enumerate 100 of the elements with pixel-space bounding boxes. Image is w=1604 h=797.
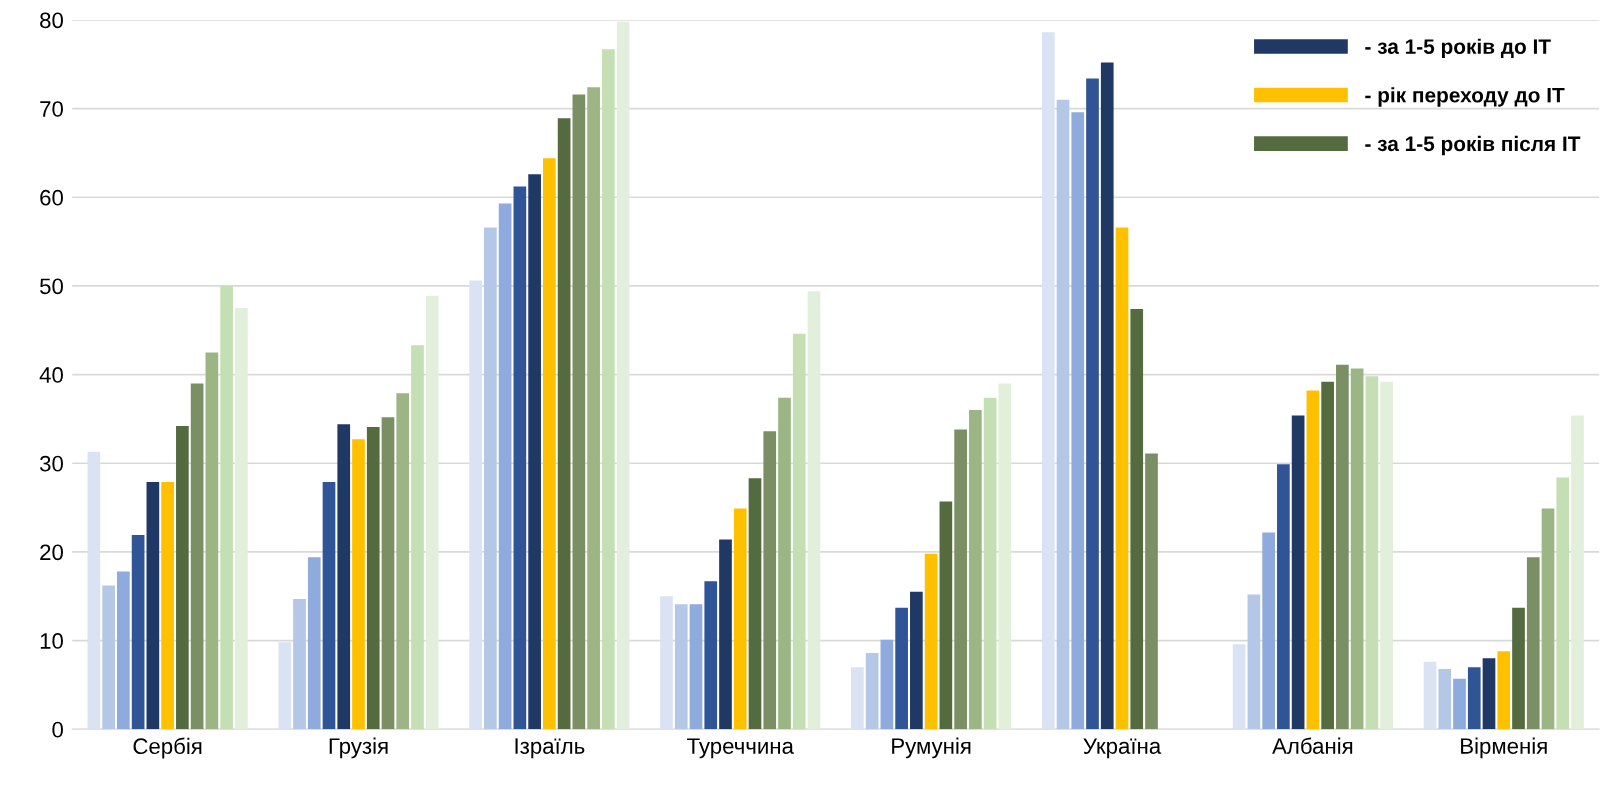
bar — [969, 410, 982, 730]
bar — [704, 581, 718, 730]
bar — [1350, 368, 1364, 730]
x-tick-label: Туреччина — [687, 738, 794, 759]
bar — [954, 429, 967, 730]
bar — [1423, 661, 1437, 730]
bar — [425, 295, 439, 730]
bar — [337, 424, 351, 730]
bar — [396, 393, 410, 730]
bar — [411, 345, 424, 730]
bar — [719, 539, 732, 730]
bar — [513, 186, 527, 730]
x-tick-label: Румунія — [892, 737, 971, 759]
bar — [307, 557, 321, 730]
bar — [1232, 644, 1246, 730]
bar — [572, 94, 586, 730]
bar — [543, 158, 556, 730]
bar — [469, 280, 482, 730]
bar — [924, 553, 938, 730]
bar — [176, 426, 189, 730]
legend-label: - за 1-5 років до ІТ — [1365, 38, 1551, 59]
bar — [1262, 532, 1275, 730]
bar — [1115, 227, 1129, 730]
bar — [998, 383, 1012, 730]
bar — [1086, 78, 1099, 730]
bar — [352, 439, 365, 730]
bar — [484, 227, 497, 730]
bar — [880, 639, 894, 730]
bar — [1365, 376, 1379, 730]
x-tick-label: Вірменія — [1461, 737, 1547, 759]
bar — [910, 591, 923, 730]
bar — [865, 653, 879, 730]
bar — [1482, 658, 1496, 730]
bar — [1071, 112, 1085, 730]
bar — [1247, 594, 1261, 730]
bar — [87, 451, 101, 730]
x-tick-label: Ізраїль — [515, 738, 585, 759]
bar — [190, 383, 204, 730]
y-tick-label: 80 — [40, 12, 63, 29]
bar — [616, 21, 630, 730]
bar — [1056, 99, 1070, 730]
bar — [1291, 415, 1305, 730]
bar — [117, 571, 130, 730]
bar — [278, 642, 292, 730]
bar — [381, 417, 395, 730]
y-tick-label: 60 — [40, 189, 63, 206]
bar — [131, 535, 145, 730]
bar — [763, 431, 777, 730]
bar — [733, 508, 747, 730]
bar — [1453, 678, 1466, 730]
y-tick-label: 30 — [39, 455, 63, 472]
x-tick-label: Албанія — [1272, 737, 1353, 754]
legend-label: - рік переходу до ІТ — [1365, 87, 1565, 107]
bar — [528, 174, 541, 730]
bar — [674, 604, 688, 730]
bar — [792, 333, 806, 730]
bar — [1277, 464, 1290, 730]
bar — [660, 596, 673, 730]
bar — [1145, 453, 1158, 730]
bar — [1467, 667, 1481, 730]
legend-label: - за 1-5 років після ІТ — [1365, 135, 1581, 156]
bar — [322, 481, 336, 730]
x-tick-label: Сербія — [133, 737, 202, 759]
y-tick-label: 20 — [40, 544, 63, 561]
bar — [557, 118, 571, 730]
bar — [778, 397, 791, 730]
bar — [1571, 415, 1584, 730]
bar — [602, 49, 615, 730]
bar — [1380, 381, 1393, 730]
bar — [748, 478, 762, 730]
bar — [1100, 62, 1114, 730]
y-tick-label: 70 — [40, 101, 63, 117]
bar — [1306, 390, 1320, 730]
bar — [1497, 651, 1511, 730]
bar — [146, 481, 160, 730]
bar — [1556, 477, 1570, 730]
bar — [205, 352, 219, 730]
bar — [939, 501, 953, 730]
bar — [1336, 364, 1349, 730]
bar — [293, 598, 306, 730]
bar — [895, 607, 908, 730]
y-tick-label: 10 — [40, 633, 63, 649]
bar — [1041, 32, 1055, 730]
bar — [102, 585, 115, 730]
bar — [1438, 668, 1452, 730]
bar — [1526, 557, 1540, 730]
bar — [1541, 508, 1555, 730]
bar — [1130, 308, 1144, 730]
bar — [498, 203, 512, 730]
bar — [235, 308, 248, 730]
bar — [1321, 381, 1334, 730]
bar — [1512, 607, 1525, 730]
x-tick-label: Україна — [1083, 738, 1162, 759]
y-tick-label: 50 — [40, 278, 63, 295]
x-tick-label: Грузія — [329, 737, 388, 759]
bar — [366, 426, 380, 730]
bar — [851, 667, 864, 730]
bar — [587, 87, 600, 730]
bar — [983, 397, 997, 730]
y-tick-label: 0 — [52, 721, 63, 738]
